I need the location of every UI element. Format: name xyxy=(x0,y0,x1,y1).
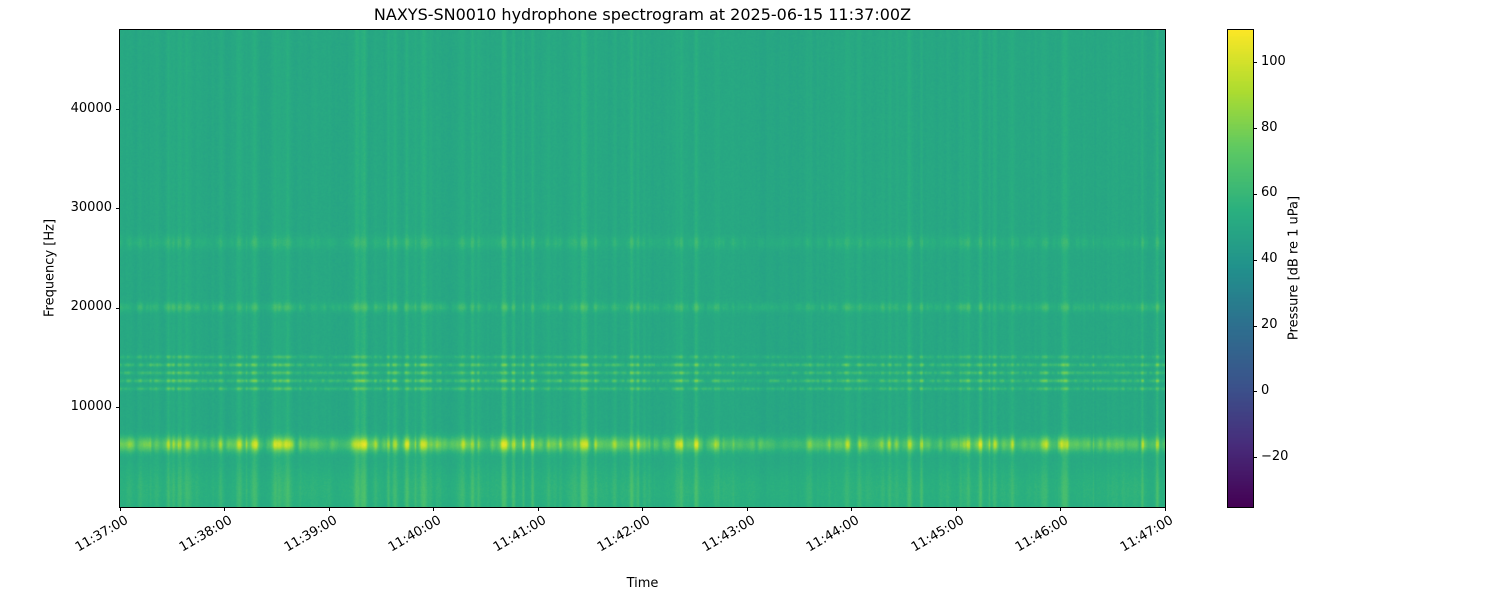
colorbar-frame xyxy=(1227,29,1254,508)
x-axis-label: Time xyxy=(626,576,659,591)
x-tick-label: 11:37:00 xyxy=(72,513,131,556)
x-tick-mark xyxy=(851,507,852,511)
x-tick-label: 11:42:00 xyxy=(594,513,653,556)
spectrogram-canvas xyxy=(120,30,1165,507)
x-tick-label: 11:44:00 xyxy=(803,513,862,556)
colorbar-tick-label: 60 xyxy=(1261,185,1278,201)
colorbar-label: Pressure [dB re 1 uPa] xyxy=(1286,195,1302,341)
colorbar-tick-mark xyxy=(1253,325,1257,327)
colorbar-tick-mark xyxy=(1253,128,1257,130)
x-tick-mark xyxy=(1060,507,1061,511)
y-axis-label: Frequency [Hz] xyxy=(42,218,58,318)
y-tick-mark xyxy=(116,407,120,409)
x-tick-mark xyxy=(224,507,225,511)
colorbar-tick-mark xyxy=(1253,391,1257,393)
x-tick-label: 11:39:00 xyxy=(281,513,340,556)
y-tick-label: 40000 xyxy=(70,100,112,116)
colorbar-tick-label: −20 xyxy=(1261,448,1289,464)
x-tick-mark xyxy=(433,507,434,511)
x-tick-mark xyxy=(746,507,748,511)
y-tick-mark xyxy=(116,208,120,210)
colorbar-tick-label: 40 xyxy=(1261,251,1278,267)
x-tick-mark xyxy=(1164,507,1166,511)
x-tick-mark xyxy=(537,507,539,511)
y-tick-label: 30000 xyxy=(70,199,112,215)
x-tick-label: 11:43:00 xyxy=(699,513,758,556)
colorbar-tick-label: 20 xyxy=(1261,317,1278,333)
y-tick-mark xyxy=(116,307,120,309)
colorbar-tick-mark xyxy=(1253,457,1257,459)
x-tick-label: 11:40:00 xyxy=(385,513,444,556)
y-tick-mark xyxy=(116,109,120,110)
y-tick-label: 20000 xyxy=(70,299,112,315)
x-tick-mark xyxy=(955,507,957,511)
x-tick-mark xyxy=(642,507,643,511)
x-tick-label: 11:46:00 xyxy=(1012,513,1071,556)
x-tick-label: 11:45:00 xyxy=(908,513,967,556)
x-tick-mark xyxy=(119,507,121,511)
x-tick-label: 11:38:00 xyxy=(176,513,235,556)
colorbar-tick-label: 100 xyxy=(1261,53,1286,69)
y-tick-label: 10000 xyxy=(70,398,112,414)
chart-title: NAXYS-SN0010 hydrophone spectrogram at 2… xyxy=(373,5,912,24)
colorbar-tick-label: 0 xyxy=(1261,382,1270,398)
colorbar-tick-mark xyxy=(1253,193,1257,195)
x-tick-label: 11:47:00 xyxy=(1117,513,1176,556)
colorbar-tick-label: 80 xyxy=(1261,119,1278,135)
colorbar-tick-mark xyxy=(1253,62,1257,64)
colorbar-canvas xyxy=(1228,30,1253,507)
x-tick-label: 11:41:00 xyxy=(490,513,549,556)
x-tick-mark xyxy=(328,507,330,511)
colorbar-tick-mark xyxy=(1253,259,1257,261)
